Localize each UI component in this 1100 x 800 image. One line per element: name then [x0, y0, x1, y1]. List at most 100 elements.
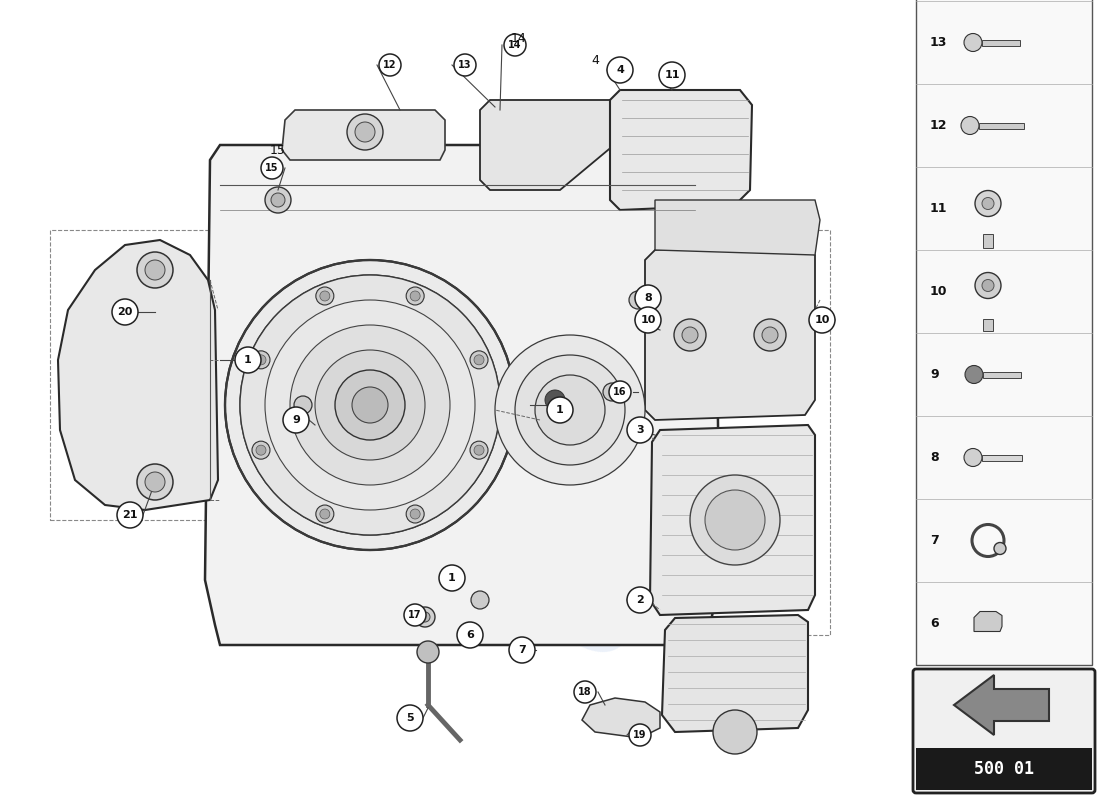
Text: 13: 13 [459, 60, 472, 70]
Text: 17: 17 [408, 610, 421, 620]
Text: 14: 14 [512, 31, 527, 45]
Circle shape [145, 260, 165, 280]
Text: 10: 10 [640, 315, 656, 325]
Text: 15: 15 [271, 143, 286, 157]
Circle shape [235, 347, 261, 373]
Text: 11: 11 [930, 202, 947, 215]
Polygon shape [610, 90, 752, 210]
Circle shape [713, 710, 757, 754]
Circle shape [271, 193, 285, 207]
Circle shape [547, 397, 573, 423]
Text: 4: 4 [591, 54, 598, 66]
Text: 7: 7 [930, 534, 938, 547]
Circle shape [629, 724, 651, 746]
Circle shape [397, 705, 424, 731]
Circle shape [336, 370, 405, 440]
Text: 10: 10 [930, 285, 947, 298]
Polygon shape [582, 698, 660, 738]
Text: 4: 4 [616, 65, 624, 75]
Circle shape [320, 291, 330, 301]
Bar [983, 234, 993, 248]
Circle shape [471, 591, 490, 609]
Text: 3: 3 [636, 425, 644, 435]
Circle shape [535, 375, 605, 445]
Circle shape [256, 445, 266, 455]
Circle shape [509, 637, 535, 663]
Circle shape [754, 319, 786, 351]
Text: 18: 18 [579, 687, 592, 697]
Circle shape [379, 54, 401, 76]
Circle shape [316, 287, 333, 305]
Circle shape [474, 355, 484, 365]
Circle shape [682, 327, 698, 343]
Circle shape [674, 319, 706, 351]
Circle shape [982, 198, 994, 210]
Circle shape [138, 464, 173, 500]
Polygon shape [58, 240, 218, 510]
Circle shape [410, 509, 420, 519]
Bar [983, 319, 993, 331]
Circle shape [964, 34, 982, 51]
Text: 21: 21 [122, 510, 138, 520]
Bar [916, 0, 1092, 665]
Circle shape [415, 607, 434, 627]
Circle shape [627, 417, 653, 443]
Circle shape [252, 351, 270, 369]
Polygon shape [650, 425, 815, 615]
Bar [983, 371, 1021, 378]
Circle shape [965, 366, 983, 383]
Text: 5: 5 [406, 713, 414, 723]
Text: 6: 6 [466, 630, 474, 640]
Bar [979, 122, 1024, 129]
Circle shape [316, 505, 333, 523]
Text: 12: 12 [930, 119, 947, 132]
Circle shape [975, 190, 1001, 217]
Circle shape [265, 187, 292, 213]
Text: 16: 16 [614, 387, 627, 397]
Text: euro
Spares: euro Spares [94, 122, 767, 698]
Circle shape [112, 299, 138, 325]
Circle shape [417, 641, 439, 663]
Circle shape [495, 335, 645, 485]
Circle shape [252, 441, 270, 459]
Text: 6: 6 [930, 617, 938, 630]
Text: 1: 1 [557, 405, 564, 415]
FancyBboxPatch shape [913, 669, 1094, 793]
Text: 8: 8 [930, 451, 938, 464]
Polygon shape [974, 611, 1002, 631]
Circle shape [456, 622, 483, 648]
Text: 14: 14 [508, 40, 521, 50]
Circle shape [283, 407, 309, 433]
Text: 19: 19 [634, 730, 647, 740]
Circle shape [256, 355, 266, 365]
Text: 9: 9 [293, 415, 300, 425]
Circle shape [964, 449, 982, 466]
Bar [916, 748, 1092, 790]
Circle shape [352, 387, 388, 423]
Polygon shape [480, 100, 620, 190]
Polygon shape [282, 110, 446, 160]
Text: 10: 10 [814, 315, 829, 325]
Circle shape [410, 291, 420, 301]
Circle shape [290, 325, 450, 485]
Circle shape [454, 54, 476, 76]
Circle shape [315, 350, 425, 460]
Circle shape [138, 252, 173, 288]
Circle shape [609, 381, 631, 403]
Circle shape [762, 327, 778, 343]
Text: 2: 2 [636, 595, 644, 605]
Circle shape [420, 612, 430, 622]
Circle shape [439, 565, 465, 591]
Circle shape [404, 604, 426, 626]
Circle shape [574, 681, 596, 703]
Circle shape [355, 122, 375, 142]
Text: 15: 15 [265, 163, 278, 173]
Circle shape [470, 441, 488, 459]
Bar [982, 39, 1020, 46]
Circle shape [320, 509, 330, 519]
Text: 1: 1 [244, 355, 252, 365]
Circle shape [117, 502, 143, 528]
Text: 20: 20 [118, 307, 133, 317]
Circle shape [261, 157, 283, 179]
Polygon shape [662, 615, 808, 732]
